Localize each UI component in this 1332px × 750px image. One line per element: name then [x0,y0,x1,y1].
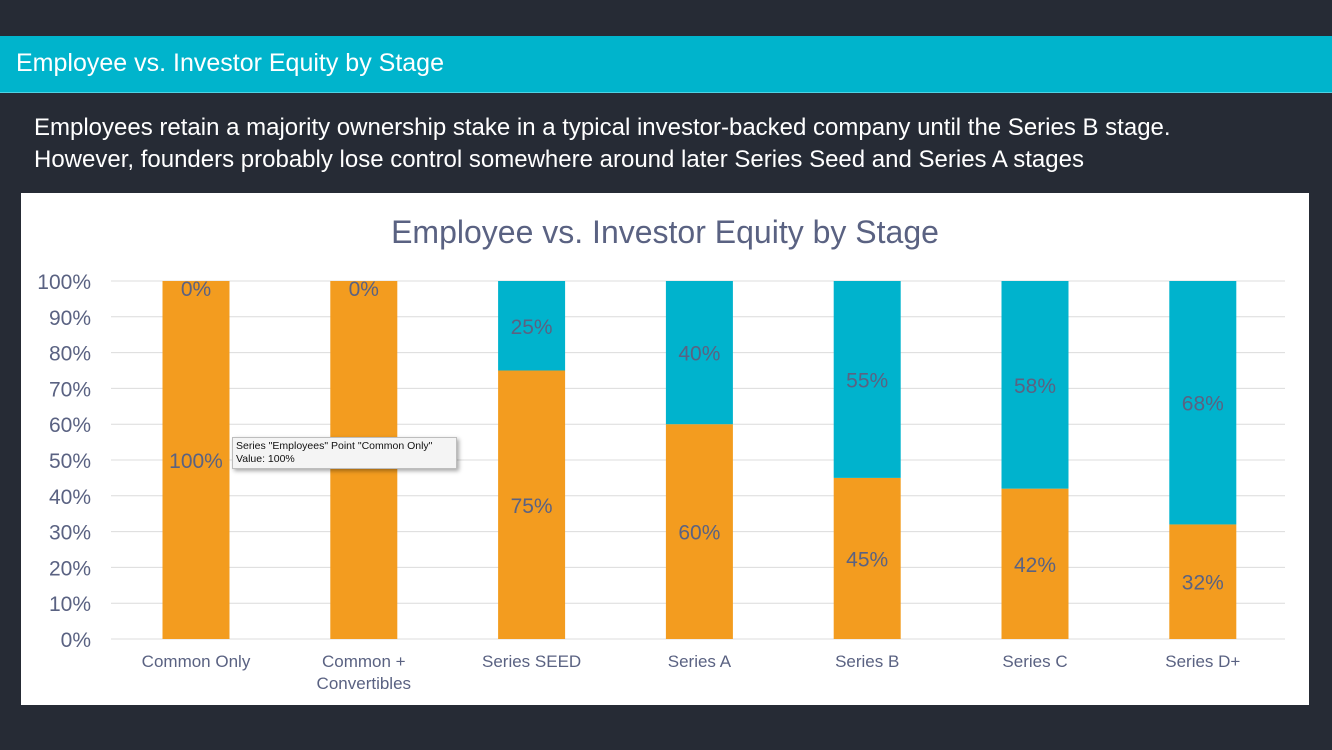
x-tick-label: Common Only [142,652,251,671]
data-label-investors: 0% [349,278,379,301]
y-tick-label: 30% [49,522,91,545]
data-label-employees: 45% [846,548,888,571]
bar-employees [162,281,230,639]
bar-employees [1001,488,1069,639]
y-tick-label: 20% [49,557,91,580]
bar-investors [498,281,566,371]
x-tick-label: Series SEED [482,652,581,671]
y-tick-label: 40% [49,486,91,509]
chart-tooltip: Series "Employees" Point "Common Only" V… [232,437,457,469]
x-tick-label: Series A [668,652,732,671]
y-tick-label: 90% [49,307,91,330]
chart-panel: Employee vs. Investor Equity by Stage 0% 1… [21,193,1309,705]
data-label-investors: 55% [846,369,888,392]
y-tick-label: 10% [49,593,91,616]
bar-employees [665,424,733,639]
bar-employees [833,477,901,639]
data-label-employees: 100% [169,450,223,473]
stacked-bar-chart: Employee vs. Investor Equity by Stage 0% 1… [37,214,1285,693]
header-banner: Employee vs. Investor Equity by Stage [0,36,1332,93]
bar-employees [1169,524,1237,639]
y-tick-label: 70% [49,378,91,401]
bar-investors [833,281,901,478]
data-label-employees: 60% [678,522,720,545]
data-label-investors: 58% [1014,375,1056,398]
bar-employees [498,370,566,639]
chart-title: Employee vs. Investor Equity by Stage [391,214,939,250]
banner-title: Employee vs. Investor Equity by Stage [16,49,444,77]
data-label-employees: 75% [511,495,553,518]
y-tick-label: 0% [61,629,91,652]
data-label-employees: 32% [1182,572,1224,595]
bar-investors [665,281,733,425]
y-tick-label: 100% [37,271,91,294]
y-tick-label: 80% [49,343,91,366]
x-tick-label: Series D+ [1165,652,1240,671]
data-label-investors: 25% [511,316,553,339]
data-label-investors: 68% [1182,393,1224,416]
data-label-employees: 42% [1014,554,1056,577]
subtitle-line-1: Employees retain a majority ownership st… [34,114,1171,141]
bar-investors [1169,281,1237,525]
data-label-investors: 0% [181,278,211,301]
x-tick-label: Series C [1002,652,1067,671]
bar-investors [1001,281,1069,489]
y-tick-label: 50% [49,450,91,473]
tooltip-line-2: Value: 100% [236,453,295,465]
x-tick-label: Common + [322,652,406,671]
x-tick-label: Convertibles [317,674,412,693]
subtitle-line-2: However, founders probably lose control … [34,146,1084,173]
y-tick-label: 60% [49,414,91,437]
x-tick-label: Series B [835,652,899,671]
tooltip-line-1: Series "Employees" Point "Common Only" [236,440,433,452]
slide-subtitle: Employees retain a majority ownership st… [34,112,1314,176]
data-label-investors: 40% [678,343,720,366]
